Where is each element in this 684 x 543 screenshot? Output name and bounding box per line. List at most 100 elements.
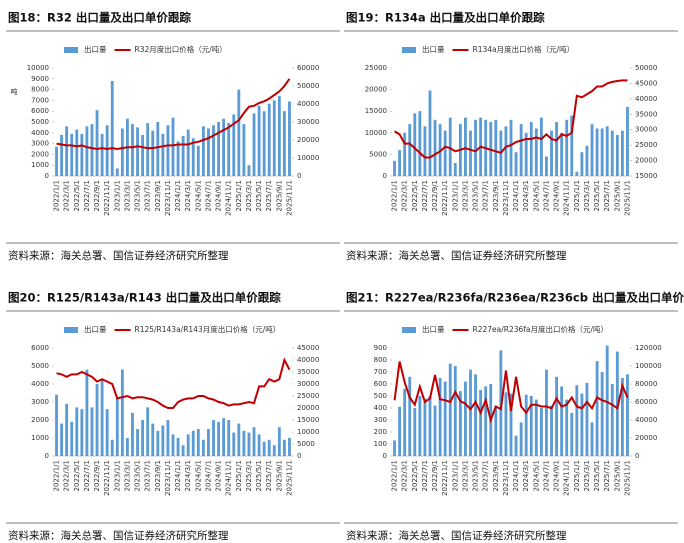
y-tick-label: 15000 xyxy=(365,107,387,115)
bar xyxy=(408,376,412,456)
y2-tick-label: 45000 xyxy=(297,344,319,352)
y2-tick-label: 120000 xyxy=(635,344,662,352)
y-tick-label: 20000 xyxy=(365,86,387,94)
x-tick-label: 2023/5/1 xyxy=(472,180,480,211)
bar xyxy=(519,124,523,176)
y2-tick-label: 35000 xyxy=(635,110,657,118)
bar xyxy=(176,141,180,176)
x-tick-label: 2023/5/1 xyxy=(134,180,142,211)
bar xyxy=(217,421,220,456)
y2-tick-label: 20000 xyxy=(297,136,319,144)
bar xyxy=(171,117,175,176)
bar xyxy=(120,128,124,176)
bar xyxy=(605,345,609,456)
x-tick-label: 2022/5/1 xyxy=(411,180,419,211)
x-tick-label: 2025/5/1 xyxy=(255,460,263,491)
bar xyxy=(600,372,604,456)
bar xyxy=(585,382,589,456)
y2-tick-label: 30000 xyxy=(297,380,319,388)
chart-title: 图19：R134a 出口量及出口单价跟踪 xyxy=(346,11,545,25)
y2-tick-label: 80000 xyxy=(635,380,657,388)
x-tick-label: 2023/7/1 xyxy=(482,460,490,491)
bar xyxy=(524,394,528,456)
y-tick-label: 4000 xyxy=(31,380,49,388)
x-tick-label: 2022/7/1 xyxy=(83,460,91,491)
y2-tick-label: 0 xyxy=(635,452,639,460)
x-tick-label: 2023/3/1 xyxy=(461,180,469,211)
bar xyxy=(585,145,589,176)
x-tick-label: 2024/1/1 xyxy=(174,180,182,211)
x-tick-label: 2024/9/1 xyxy=(553,180,561,211)
x-tick-label: 2022/9/1 xyxy=(93,180,101,211)
x-tick-label: 2024/1/1 xyxy=(512,460,520,491)
bar xyxy=(570,115,574,176)
bar xyxy=(181,445,185,456)
bar xyxy=(196,429,200,456)
y-tick-label: 700 xyxy=(374,368,387,376)
bar xyxy=(560,132,564,176)
bar xyxy=(590,422,594,456)
x-tick-label: 2024/11/1 xyxy=(563,180,571,216)
bar xyxy=(105,125,109,176)
y2-tick-label: 20000 xyxy=(635,434,657,442)
legend-label: R32月度出口价格（元/吨） xyxy=(135,44,227,54)
x-tick-label: 2022/11/1 xyxy=(103,180,111,216)
y2-tick-label: 50000 xyxy=(297,82,319,90)
x-tick-label: 2023/3/1 xyxy=(123,460,131,491)
y-tick-label: 600 xyxy=(374,380,387,388)
bar xyxy=(408,124,412,176)
bar xyxy=(448,363,452,456)
bar xyxy=(550,130,553,176)
bar xyxy=(545,369,548,456)
bar xyxy=(126,438,129,456)
bar xyxy=(413,408,417,456)
y-tick-label: 10000 xyxy=(27,64,49,72)
x-tick-label: 2022/3/1 xyxy=(401,180,409,211)
bar xyxy=(398,150,402,176)
bar xyxy=(161,133,165,176)
x-tick-label: 2022/5/1 xyxy=(73,460,81,491)
y-tick-label: 4000 xyxy=(31,129,49,137)
x-tick-label: 2025/11/1 xyxy=(623,180,631,216)
bar xyxy=(555,376,558,456)
x-tick-label: 2025/9/1 xyxy=(613,460,621,491)
x-tick-label: 2025/3/1 xyxy=(583,460,591,491)
x-tick-label: 2022/5/1 xyxy=(73,180,81,211)
bar xyxy=(509,119,513,176)
x-tick-label: 2024/7/1 xyxy=(204,460,212,491)
y-tick-label: 6000 xyxy=(31,107,49,115)
x-tick-label: 2023/5/1 xyxy=(472,460,480,491)
bar xyxy=(539,408,543,456)
x-tick-label: 2025/3/1 xyxy=(583,180,591,211)
bar xyxy=(95,384,99,456)
x-tick-label: 2023/11/1 xyxy=(502,180,510,216)
x-tick-label: 2024/9/1 xyxy=(215,180,223,211)
x-tick-label: 2022/9/1 xyxy=(93,460,101,491)
legend-swatch xyxy=(402,327,416,333)
x-tick-label: 2023/7/1 xyxy=(144,460,152,491)
bar xyxy=(610,130,614,176)
y2-tick-label: 0 xyxy=(297,452,301,460)
bar xyxy=(237,89,241,176)
bar xyxy=(242,124,246,176)
line xyxy=(393,361,629,424)
bar xyxy=(55,146,58,176)
bar xyxy=(504,392,508,456)
x-tick-label: 2025/5/1 xyxy=(255,180,263,211)
y2-tick-label: 5000 xyxy=(297,440,315,448)
bar xyxy=(494,405,498,456)
bar xyxy=(277,96,281,176)
x-tick-label: 2022/11/1 xyxy=(103,460,111,496)
bar xyxy=(272,445,276,456)
x-tick-label: 2025/1/1 xyxy=(573,460,581,491)
bar xyxy=(191,138,195,176)
x-tick-label: 2023/9/1 xyxy=(154,460,162,491)
y2-tick-label: 50000 xyxy=(635,64,657,72)
x-tick-label: 2024/7/1 xyxy=(204,180,212,211)
bar xyxy=(550,405,553,456)
bar xyxy=(433,119,437,176)
x-tick-label: 2022/11/1 xyxy=(441,460,449,496)
x-tick-label: 2024/5/1 xyxy=(532,460,540,491)
x-tick-label: 2025/9/1 xyxy=(613,180,621,211)
bar xyxy=(151,130,155,176)
